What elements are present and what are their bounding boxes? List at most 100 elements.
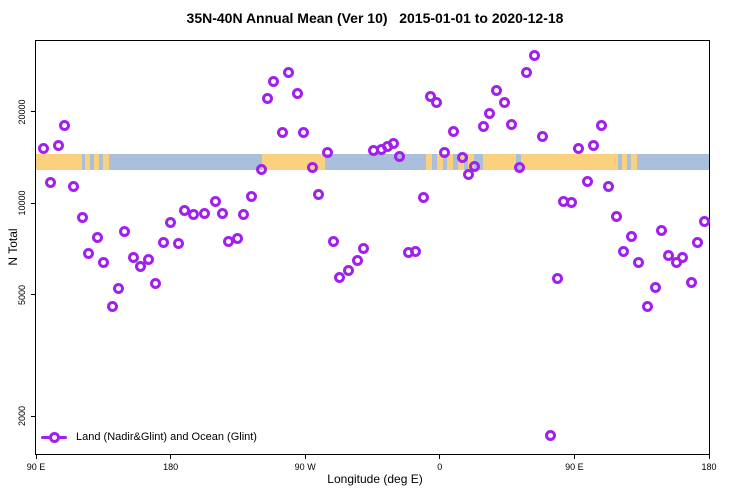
legend-marker-icon — [41, 431, 67, 443]
data-point — [544, 429, 556, 441]
data-point — [238, 208, 250, 220]
plot-area: 90 E 180 90 W 0 90 E 180 2000 5000 10000 20000 La… — [17, 40, 717, 472]
data-point — [328, 235, 340, 247]
x-axis-tick-label: 90 E — [26, 462, 46, 472]
data-point — [256, 163, 268, 175]
data-point — [633, 256, 645, 268]
y-axis-tick-label: 20000 — [17, 99, 27, 125]
y-axis-tick — [31, 111, 35, 113]
map-strip-segment-land — [85, 153, 90, 170]
data-point — [368, 145, 380, 157]
data-point — [343, 264, 355, 276]
data-point — [528, 49, 540, 61]
x-axis-tick — [304, 455, 306, 459]
data-point — [112, 282, 124, 294]
data-point — [313, 188, 325, 200]
x-axis-tick — [439, 455, 441, 459]
data-point — [573, 143, 585, 155]
map-strip-segment-ocean — [324, 153, 427, 170]
x-axis-tick — [35, 455, 37, 459]
x-axis-tick-label: 180 — [701, 462, 717, 472]
data-point — [209, 195, 221, 207]
data-point — [165, 216, 177, 228]
data-point — [595, 120, 607, 132]
y-axis-tick — [31, 202, 35, 204]
data-point — [91, 231, 103, 243]
data-point — [610, 210, 622, 222]
y-axis-tick-label: 2000 — [17, 405, 27, 427]
data-point — [425, 90, 437, 102]
data-point — [127, 251, 139, 263]
map-strip-segment-land — [447, 153, 454, 170]
legend: Land (Nadir&Glint) and Ocean (Glint) — [41, 430, 257, 444]
data-point — [283, 67, 295, 79]
data-point — [67, 180, 79, 192]
data-point — [691, 236, 703, 248]
data-point — [456, 152, 468, 164]
data-point — [447, 126, 459, 138]
x-axis-tick-label: 90 E — [565, 462, 584, 472]
data-point — [438, 147, 450, 159]
data-point — [417, 191, 429, 203]
map-strip-segment-ocean — [617, 153, 623, 170]
data-point — [506, 119, 518, 131]
data-point — [45, 176, 57, 188]
data-point — [521, 67, 533, 79]
data-point — [58, 120, 70, 132]
map-strip-segment-ocean — [516, 153, 521, 170]
x-axis-tick — [170, 455, 172, 459]
data-point — [277, 127, 289, 139]
map-strip-segment-ocean — [432, 153, 437, 170]
map-strip-segment-ocean — [626, 153, 632, 170]
data-point — [217, 207, 229, 219]
data-point — [431, 97, 443, 109]
data-point — [393, 151, 405, 163]
legend-label: Land (Nadir&Glint) and Ocean (Glint) — [76, 431, 257, 443]
x-axis-tick-label: 0 — [437, 462, 443, 472]
data-point — [676, 251, 688, 263]
data-point — [468, 161, 480, 173]
data-point — [537, 131, 549, 143]
data-point — [588, 140, 600, 152]
data-point — [642, 301, 654, 313]
data-point — [663, 249, 675, 261]
data-point — [262, 92, 274, 104]
data-point — [491, 84, 503, 96]
data-point — [245, 190, 257, 202]
data-point — [199, 207, 211, 219]
data-point — [352, 254, 364, 266]
map-strip-segment-ocean — [637, 153, 709, 170]
data-point — [334, 272, 346, 284]
map-strip-segment-land — [94, 153, 99, 170]
y-axis-tick-label: 10000 — [17, 190, 27, 216]
data-point — [106, 301, 118, 313]
data-point — [685, 277, 697, 289]
data-point — [670, 257, 682, 269]
data-point — [655, 224, 667, 236]
data-point — [462, 168, 474, 180]
data-point — [603, 180, 615, 192]
x-axis-tick-label: 180 — [163, 462, 179, 472]
data-point — [582, 176, 594, 188]
data-point — [118, 225, 130, 237]
data-point — [223, 235, 235, 247]
y-axis-title: N Total — [6, 228, 20, 266]
y-axis-tick — [31, 294, 35, 296]
data-point — [477, 121, 489, 133]
map-strip-segment-land — [622, 153, 627, 170]
map-strip-segment-ocean — [89, 153, 95, 170]
data-point — [552, 273, 564, 285]
data-point — [699, 215, 710, 227]
map-strip-segment-ocean — [82, 153, 86, 170]
map-strip-segment-ocean — [453, 153, 458, 170]
data-point — [322, 147, 334, 159]
data-point — [82, 247, 94, 259]
x-axis-title: Longitude (deg E) — [327, 472, 423, 486]
map-strip-segment-land — [631, 153, 638, 170]
map-strip-segment-land — [436, 153, 443, 170]
data-point — [232, 232, 244, 244]
data-point — [187, 208, 199, 220]
x-axis-tick — [708, 455, 710, 459]
data-point — [135, 260, 147, 272]
data-point — [292, 87, 304, 99]
